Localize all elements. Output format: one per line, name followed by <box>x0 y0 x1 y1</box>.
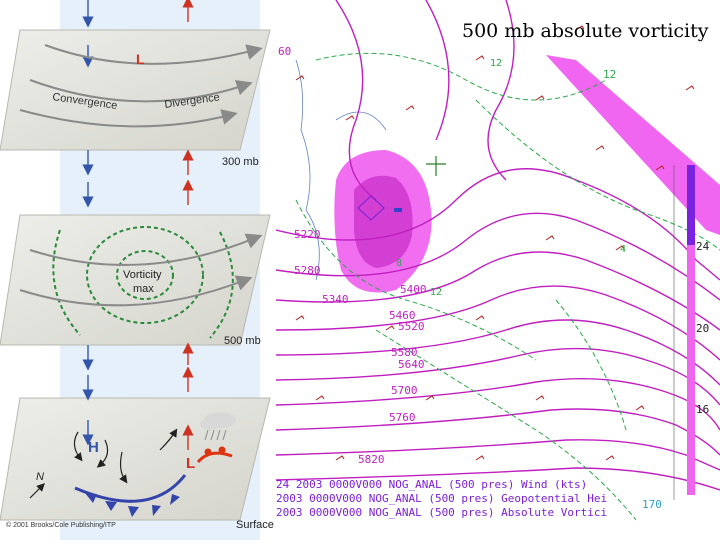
plane-500mb <box>0 214 271 346</box>
vorticity-contours <box>52 226 234 339</box>
vort-label: 8 <box>396 258 403 269</box>
rain-icon <box>204 429 227 441</box>
vorticity-map <box>276 0 720 540</box>
footer-line-2: 2003 0000V000 NOG_ANAL (500 pres) Geopot… <box>276 492 608 505</box>
level-500mb: 500 mb <box>224 335 261 347</box>
height-label: 5280 <box>294 264 321 277</box>
mid-flow-lines <box>19 233 263 307</box>
surface-circulation <box>73 428 178 484</box>
warm-front <box>196 451 233 464</box>
north-label: N <box>36 471 44 483</box>
vorticity-contours <box>295 52 720 521</box>
cloud-icon <box>200 412 236 430</box>
vorticity-max-label: max <box>133 283 154 295</box>
upper-low-label: L <box>136 51 145 67</box>
vort-center-marker <box>426 156 446 176</box>
height-label: 5460 <box>389 309 416 322</box>
corner-label: 60 <box>278 45 292 58</box>
colorbar <box>687 165 695 495</box>
height-label: 5580 <box>391 346 418 359</box>
colorbar-tick-label: 24 <box>696 240 710 253</box>
height-label: 5340 <box>322 293 349 306</box>
height-label: 5220 <box>294 228 321 241</box>
level-surface: Surface <box>236 519 274 531</box>
upper-flow-lines <box>19 44 263 128</box>
map-svg <box>276 0 720 521</box>
level-300mb: 300 mb <box>222 156 259 168</box>
vort-label: 12 <box>430 287 443 298</box>
vort-label: 12 <box>603 68 617 81</box>
vort-label: 4 <box>620 244 627 255</box>
colorbar-tick-label: 16 <box>696 403 710 416</box>
schematic-svg: L Convergence Divergence 300 mb Vorticit… <box>0 0 274 540</box>
surface-low-label: L <box>186 455 195 472</box>
map-title: 500 mb absolute vorticity <box>462 20 709 42</box>
height-label: 5640 <box>398 358 425 371</box>
colorbar-extra-label: 170 <box>642 498 662 511</box>
cold-front-barbs <box>85 493 180 517</box>
vorticity-schematic: L Convergence Divergence 300 mb Vorticit… <box>0 0 276 540</box>
vorticity-label: Vorticity <box>123 269 162 281</box>
copyright-text: © 2001 Brooks/Cole Publishing/ITP <box>6 521 116 529</box>
height-label: 5820 <box>358 453 385 466</box>
surface-high-label: H <box>88 439 99 456</box>
footer-line-3: 2003 0000V000 NOG_ANAL (500 pres) Absolu… <box>276 506 608 519</box>
coastline <box>295 59 387 281</box>
height-label: 5400 <box>400 283 427 296</box>
height-label: 5520 <box>398 320 425 333</box>
colorbar-tick-label: 20 <box>696 322 710 335</box>
plane-surface <box>0 397 271 521</box>
height-label: 5760 <box>389 411 416 424</box>
height-label: 5700 <box>391 384 418 397</box>
vort-label: 12 <box>490 58 503 69</box>
footer-line-1: 24 2003 0000V000 NOG_ANAL (500 pres) Win… <box>276 478 588 491</box>
warm-front-bumps <box>204 446 226 456</box>
wind-barbs <box>295 25 695 461</box>
vort-band-fill <box>546 55 720 235</box>
